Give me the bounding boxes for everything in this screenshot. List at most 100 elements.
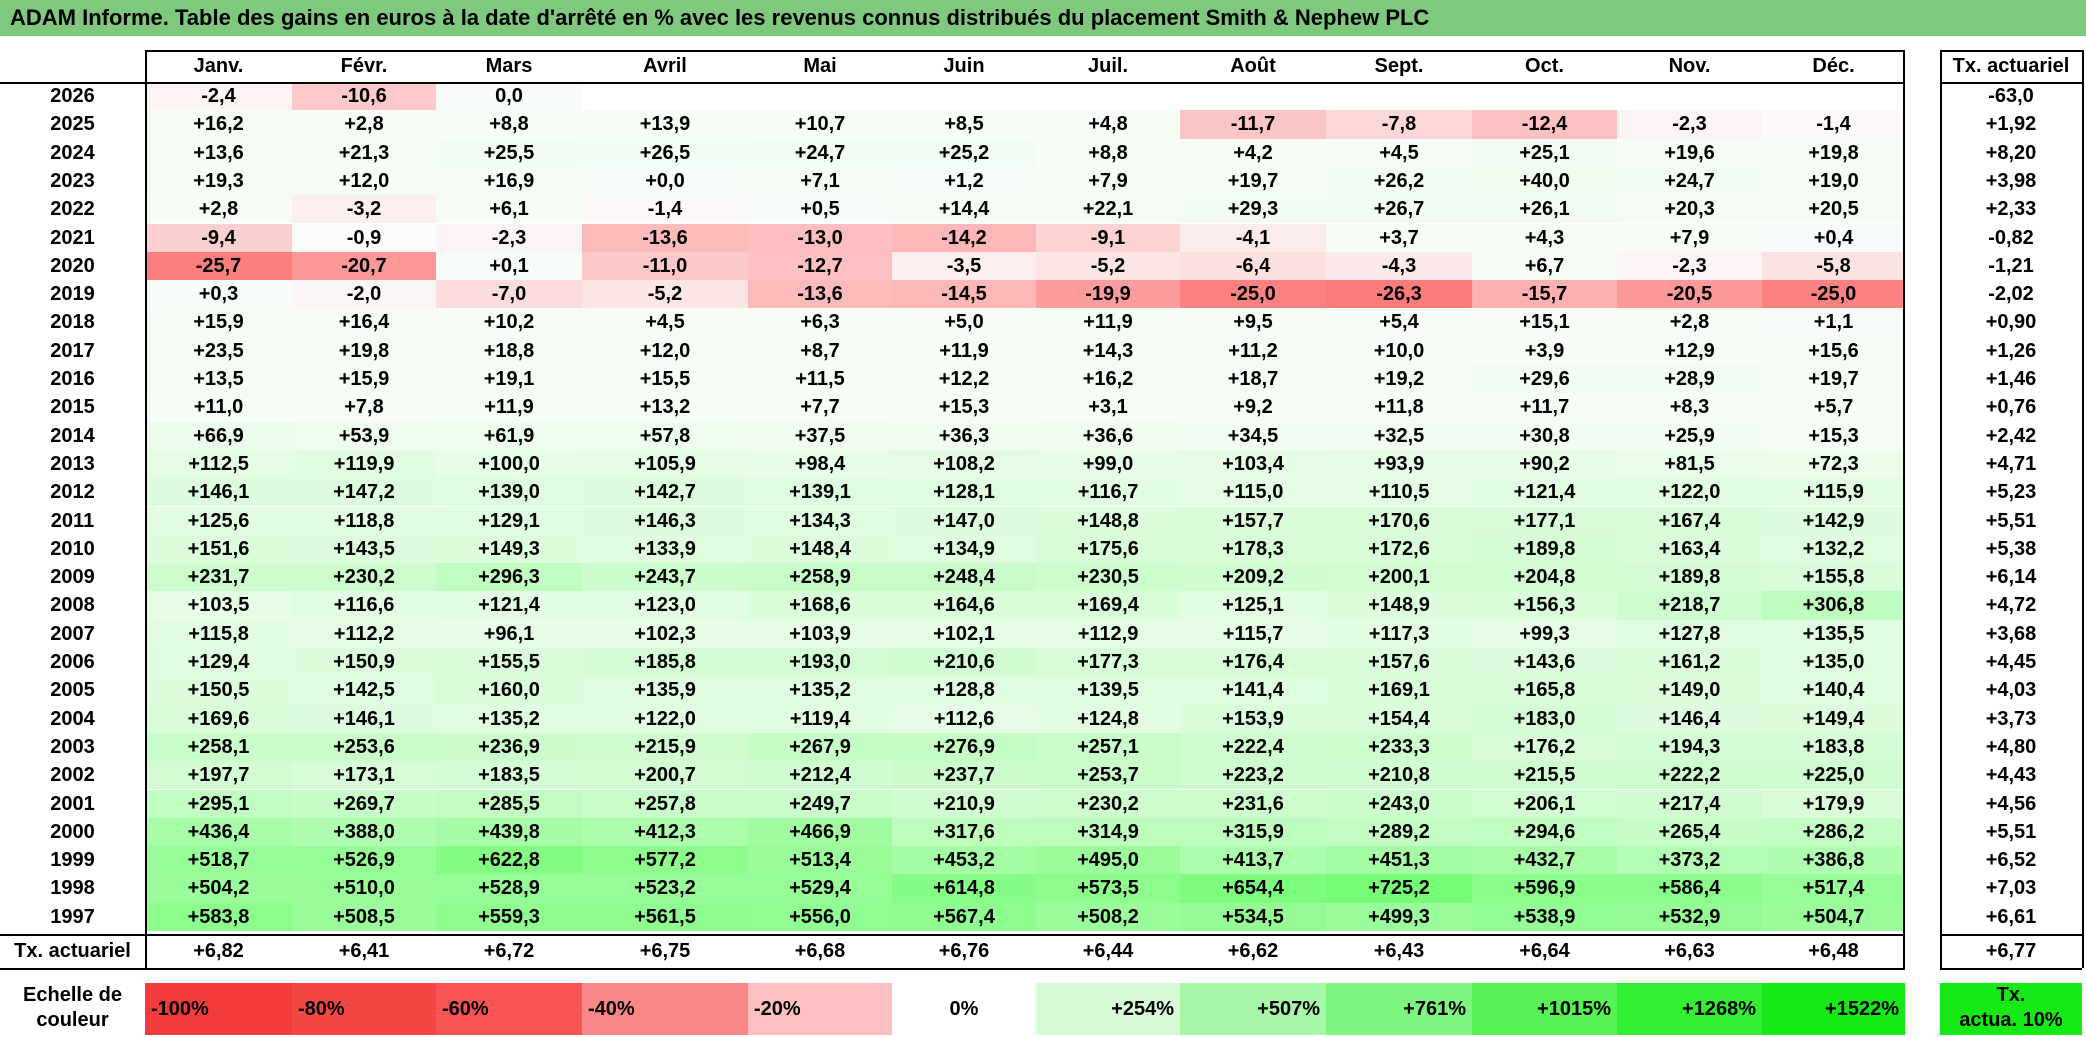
scale-swatch: +1015%	[1472, 983, 1617, 1035]
scale-swatch: +254%	[1036, 983, 1180, 1035]
footer-rate-cell: +6,68	[794, 940, 846, 962]
heatmap-cell: +4,3	[1472, 223, 1617, 252]
heatmap-cell: +19,7	[1762, 365, 1905, 394]
heatmap-cell: +24,7	[1617, 166, 1762, 196]
heatmap-cell: -20,5	[1617, 280, 1762, 309]
heatmap-cell: +13,5	[145, 365, 292, 394]
heatmap-cell: +8,7	[748, 336, 892, 365]
heatmap-cell: +183,0	[1472, 704, 1617, 733]
heatmap-cell: +12,2	[892, 365, 1036, 394]
heatmap-cell: +0,0	[582, 166, 748, 196]
heatmap-cell: +11,9	[436, 393, 582, 422]
heatmap-cell: +556,0	[748, 902, 892, 931]
heatmap-cell: +10,2	[436, 308, 582, 337]
year-label: 2012	[50, 481, 95, 504]
heatmap-cell: +13,2	[582, 393, 748, 422]
heatmap-cell: +53,9	[292, 421, 436, 450]
heatmap-cell: +0,3	[145, 280, 292, 309]
heatmap-cell: +173,1	[292, 761, 436, 790]
heatmap-cell: +289,2	[1326, 817, 1472, 847]
heatmap-cell: +156,3	[1472, 591, 1617, 620]
heatmap-cell: +142,9	[1762, 506, 1905, 535]
year-label: 2017	[50, 339, 95, 362]
heatmap-cell: +125,1	[1180, 591, 1326, 620]
heatmap-cell: +117,3	[1326, 619, 1472, 648]
heatmap-cell: +146,1	[292, 704, 436, 733]
heatmap-cell: +596,9	[1472, 874, 1617, 903]
heatmap-cell: +157,7	[1180, 506, 1326, 535]
heatmap-cell: +93,9	[1326, 449, 1472, 479]
heatmap-cell: +296,3	[436, 563, 582, 592]
heatmap-cell: +183,8	[1762, 732, 1905, 762]
heatmap-cell: +19,6	[1617, 138, 1762, 167]
heatmap-cell: +0,1	[436, 251, 582, 281]
heatmap-cell: +40,0	[1472, 166, 1617, 196]
heatmap-cell: -4,1	[1180, 223, 1326, 252]
heatmap-cell: +561,5	[582, 902, 748, 931]
heatmap-cell: +8,5	[892, 110, 1036, 139]
heatmap-cell: +388,0	[292, 817, 436, 847]
footer-total-rate: +6,77	[1985, 940, 2037, 962]
heatmap-cell: +559,3	[436, 902, 582, 931]
heatmap-cell: 0,0	[436, 82, 582, 111]
heatmap-cell: -10,6	[292, 82, 436, 111]
heatmap-cell: +269,7	[292, 789, 436, 818]
scale-label-line2: couleur	[36, 1009, 109, 1031]
month-header: Mars	[485, 55, 533, 77]
heatmap-cell: +265,4	[1617, 817, 1762, 847]
heatmap-cell: -7,0	[436, 280, 582, 309]
heatmap-cell: +176,2	[1472, 732, 1617, 762]
heatmap-cell: +0,4	[1762, 223, 1905, 252]
heatmap-cell: +29,3	[1180, 195, 1326, 224]
year-label: 2003	[50, 735, 95, 758]
heatmap-cell: +160,0	[436, 676, 582, 705]
heatmap-cell: +18,7	[1180, 365, 1326, 394]
footer-divider	[145, 934, 147, 968]
heatmap-cell: +112,6	[892, 704, 1036, 733]
heatmap-cell: +529,4	[748, 874, 892, 903]
heatmap-cell: +567,4	[892, 902, 1036, 931]
heatmap-cell: +513,4	[748, 846, 892, 875]
heatmap-cell: +14,4	[892, 195, 1036, 224]
heatmap-cell: +218,7	[1617, 591, 1762, 620]
year-label: 2022	[50, 198, 95, 221]
heatmap-cell: +317,6	[892, 817, 1036, 847]
heatmap-cell: +19,8	[1762, 138, 1905, 167]
heatmap-cell: +116,6	[292, 591, 436, 620]
heatmap-cell: +1,1	[1762, 308, 1905, 337]
heatmap-cell: +189,8	[1472, 534, 1617, 564]
year-label: 2023	[50, 169, 95, 192]
heatmap-cell: +134,9	[892, 534, 1036, 564]
heatmap-cell: +210,6	[892, 648, 1036, 677]
rate-cell: -63,0	[1988, 85, 2034, 107]
heatmap-cell: +81,5	[1617, 449, 1762, 479]
heatmap-cell: +217,4	[1617, 789, 1762, 818]
heatmap-cell: +215,9	[582, 732, 748, 762]
heatmap-cell: -3,5	[892, 251, 1036, 281]
heatmap-cell: +153,9	[1180, 704, 1326, 733]
heatmap-cell: +230,2	[1036, 789, 1180, 818]
rate-cell: +6,14	[1985, 566, 2037, 589]
rate-cell: +1,46	[1985, 368, 2037, 390]
heatmap-cell: +16,2	[1036, 365, 1180, 394]
heatmap-cell: +13,9	[582, 110, 748, 139]
heatmap-cell: +167,4	[1617, 506, 1762, 535]
heatmap-cell: +119,9	[292, 449, 436, 479]
heatmap-cell: +8,8	[436, 110, 582, 139]
rate-cell: +4,56	[1985, 792, 2037, 815]
heatmap-cell: +7,8	[292, 393, 436, 422]
heatmap-cell: +29,6	[1472, 365, 1617, 394]
rate-cell: +7,03	[1985, 877, 2037, 900]
heatmap-cell: +26,5	[582, 138, 748, 167]
heatmap-cell: +25,2	[892, 138, 1036, 167]
heatmap-cell: +115,8	[145, 619, 292, 648]
rate-cell: +5,51	[1985, 820, 2037, 843]
heatmap-cell: +6,3	[748, 308, 892, 337]
rate-header-separator	[1940, 82, 2082, 84]
year-label: 2013	[50, 452, 95, 475]
heatmap-cell: +373,2	[1617, 846, 1762, 875]
heatmap-cell: +622,8	[436, 846, 582, 875]
heatmap-cell: +36,3	[892, 421, 1036, 450]
rate-cell: +5,51	[1985, 509, 2037, 532]
scale-swatch: -80%	[292, 983, 436, 1035]
